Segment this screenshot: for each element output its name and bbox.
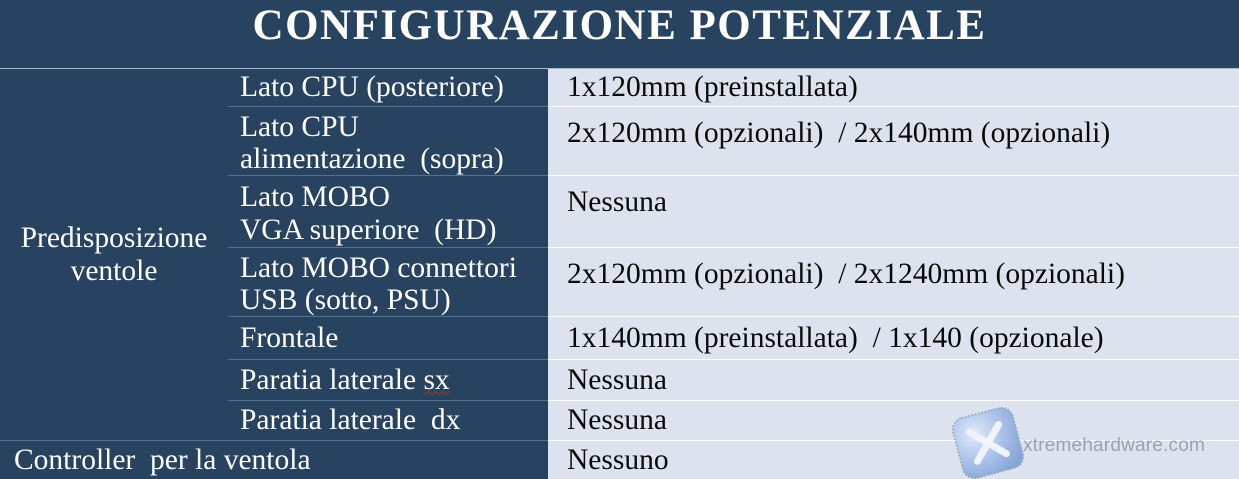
svg-text:xtremehardware.com: xtremehardware.com (1023, 435, 1205, 456)
